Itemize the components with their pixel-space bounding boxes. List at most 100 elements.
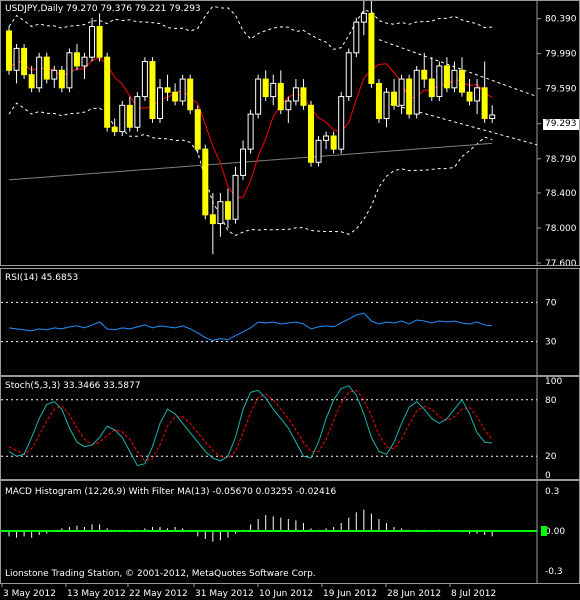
candle-body [292, 87, 299, 102]
candle-body [81, 56, 88, 67]
candle-body [481, 87, 488, 119]
date-tick-label: 19 Jun 2012 [323, 589, 377, 599]
stoch-level-label: 80 [545, 396, 557, 406]
candle-body [391, 91, 398, 106]
candle-body [96, 26, 103, 58]
candle-body [73, 52, 80, 67]
candle-body [13, 47, 20, 71]
stoch-main-line [8, 385, 493, 467]
price-chart-title: USDJPY,Daily 79.270 79.376 79.221 79.293 [5, 4, 201, 14]
candle-body [28, 74, 35, 89]
price-tick-label: 78.000 [545, 224, 577, 234]
macd-level-label: 0.3 [545, 487, 559, 497]
macd-level-label: -0.3 [545, 567, 563, 577]
price-tick-label: 79.990 [545, 50, 577, 60]
candle-body [308, 104, 314, 163]
candle-body [428, 78, 435, 98]
candle-body [398, 78, 405, 106]
candle-body [383, 91, 390, 119]
price-chart-pane[interactable]: USDJPY,Daily 79.270 79.376 79.221 79.293… [0, 0, 580, 266]
candle-body [368, 12, 375, 84]
rsi-line [8, 312, 493, 342]
candle-body [157, 87, 163, 119]
candle-body [126, 104, 133, 128]
candle-body [247, 113, 254, 150]
date-tick-label: 13 May 2012 [67, 589, 126, 599]
candle-body [89, 26, 96, 58]
candle-body [436, 65, 443, 98]
macd-level-label: 0.00 [545, 527, 565, 537]
price-tick-label: 78.790 [545, 155, 577, 165]
price-tick-label: 79.590 [545, 85, 577, 95]
rsi-chart[interactable]: 70 30 [1, 269, 579, 375]
stoch-pane[interactable]: Stoch(5,3,3) 33.3466 33.5877 100 80 20 0 [0, 376, 580, 480]
candle-body [421, 69, 428, 80]
candle-body [172, 91, 179, 102]
candle-body [360, 12, 367, 23]
date-tick-label: 31 May 2012 [195, 589, 254, 599]
macd-pane[interactable]: MACD Histogram (12,26,9) With Filter MA(… [0, 480, 580, 584]
candle-body [375, 82, 382, 119]
candle-body [134, 96, 141, 128]
candle-body [179, 78, 186, 102]
candle-body [202, 148, 209, 216]
candle-body [209, 214, 216, 225]
candle-body [262, 78, 269, 98]
candle-body [474, 87, 481, 102]
candle-body [36, 56, 43, 89]
candle-body [58, 69, 65, 89]
stoch-chart[interactable]: 100 80 20 0 [1, 377, 579, 479]
candle-body [413, 69, 420, 115]
candle-body [270, 82, 277, 98]
stoch-signal-line [8, 389, 493, 462]
candle-body [406, 78, 413, 115]
candle-body [345, 52, 352, 98]
candle-body [353, 21, 360, 54]
stoch-level-label: 100 [545, 377, 562, 387]
macd-title: MACD Histogram (12,26,9) With Filter MA(… [5, 487, 337, 497]
candle-body [224, 201, 231, 220]
trend-channel-lower [378, 100, 538, 146]
price-tick-label: 77.600 [545, 259, 577, 265]
candle-body [111, 126, 118, 133]
rsi-title: RSI(14) 45.6853 [5, 273, 79, 283]
macd-chart[interactable]: 0.3 0.00 -0.3 [1, 481, 579, 583]
candle-body [315, 139, 322, 163]
candle-body [232, 174, 239, 220]
candle-body [277, 82, 284, 111]
date-tick-label: 22 May 2012 [129, 589, 188, 599]
candle-body [300, 87, 307, 106]
candle-body [285, 100, 292, 111]
candle-body [119, 104, 126, 133]
date-axis: 3 May 2012 13 May 2012 22 May 2012 31 May 2… [1, 584, 496, 599]
stoch-level-label: 0 [545, 471, 551, 479]
rsi-level-label: 70 [545, 298, 557, 308]
date-tick-label: 28 Jun 2012 [387, 589, 441, 599]
candle-body [323, 135, 330, 141]
candle-body [194, 109, 201, 150]
candle-body [217, 201, 224, 225]
price-chart[interactable]: 80.39079.99079.59079.19078.79078.40078.0… [1, 1, 579, 265]
candle-body [141, 61, 148, 98]
date-tick-label: 3 May 2012 [3, 589, 56, 599]
candle-body [43, 56, 50, 80]
candle-body [51, 69, 58, 80]
copyright-text: Lionstone Trading Station, © 2001-2012, … [5, 569, 316, 579]
candle-body [164, 87, 171, 93]
macd-filter-marker [541, 526, 547, 536]
candle-body [104, 56, 111, 128]
candle-body [459, 69, 465, 93]
candle-body [255, 78, 262, 115]
stoch-level-label: 20 [545, 452, 557, 462]
candle-body [187, 78, 194, 111]
candle-body [330, 135, 337, 150]
rsi-pane[interactable]: RSI(14) 45.6853 70 30 [0, 268, 580, 376]
candle-body [466, 91, 473, 102]
candle-body [6, 30, 12, 71]
price-tick-label: 78.400 [545, 189, 577, 199]
slow-moving-average-line [8, 142, 493, 181]
trend-channel-upper [378, 39, 538, 98]
candle-body [149, 61, 156, 119]
candle-body [240, 148, 247, 176]
candle-body [443, 65, 450, 89]
